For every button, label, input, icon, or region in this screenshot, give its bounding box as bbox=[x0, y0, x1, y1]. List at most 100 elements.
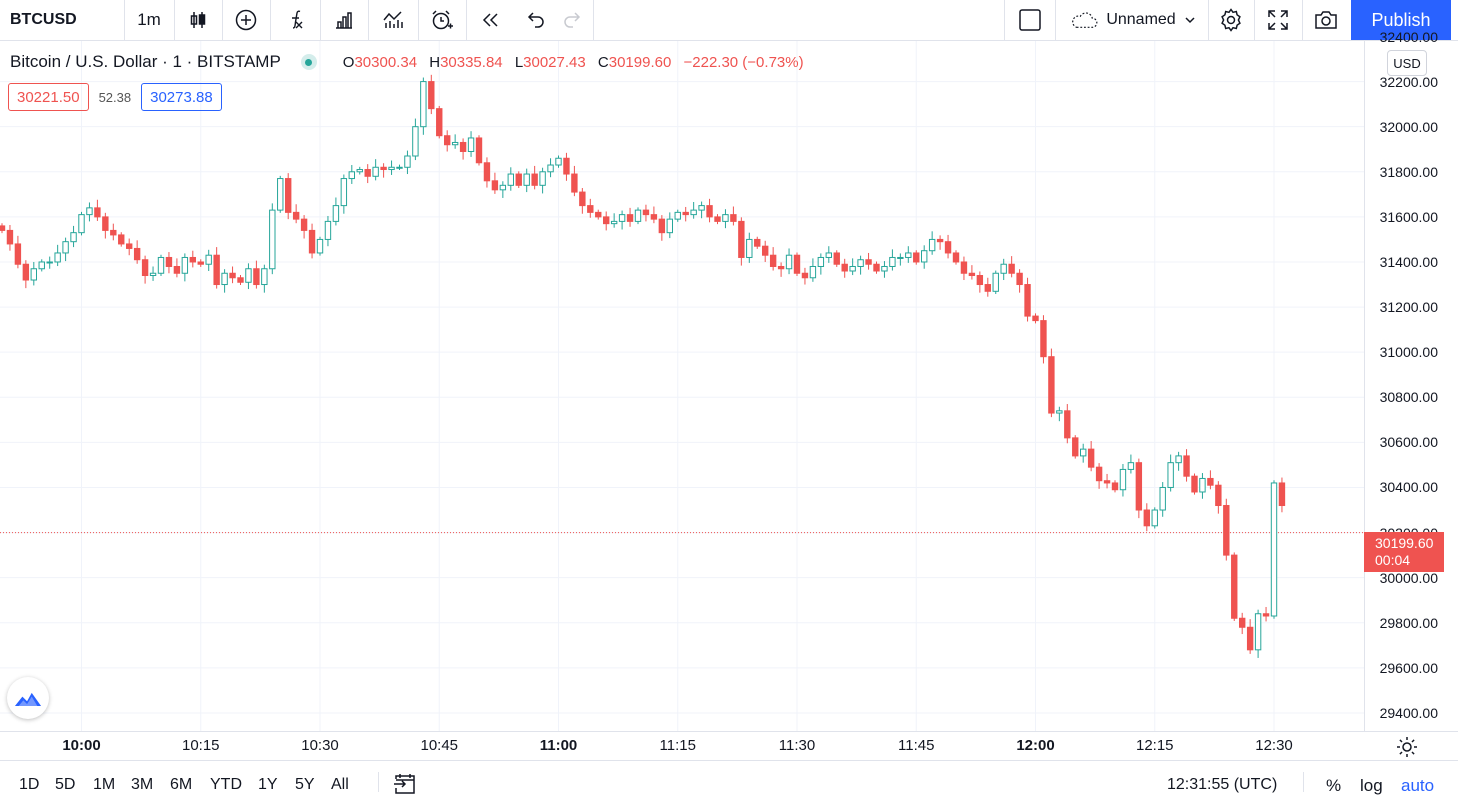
candle bbox=[809, 258, 817, 282]
candle bbox=[952, 250, 960, 265]
candle bbox=[913, 250, 920, 265]
sell-button[interactable]: 30221.50 bbox=[8, 83, 89, 111]
layout-menu-button[interactable]: Unnamed bbox=[1056, 0, 1208, 40]
alert-button[interactable] bbox=[418, 0, 466, 40]
price-chart[interactable] bbox=[0, 41, 1364, 731]
candle-body bbox=[30, 268, 38, 281]
candle bbox=[769, 247, 777, 271]
range-6m-button[interactable]: 6M bbox=[170, 776, 193, 793]
symbol-legend[interactable]: Bitcoin / U.S. Dollar · 1 · BITSTAMP O30… bbox=[10, 52, 804, 72]
undo-button[interactable] bbox=[514, 0, 558, 40]
range-ytd-button[interactable]: YTD bbox=[210, 776, 242, 793]
indicators-button[interactable] bbox=[270, 0, 320, 40]
percent-scale-button[interactable]: % bbox=[1326, 776, 1342, 795]
candle-body bbox=[1278, 482, 1286, 507]
candle-body bbox=[547, 164, 554, 173]
calendar-goto-icon[interactable] bbox=[393, 773, 417, 795]
range-1y-button[interactable]: 1Y bbox=[258, 776, 278, 793]
candle bbox=[491, 172, 499, 194]
candle-body bbox=[809, 265, 817, 279]
candle-body bbox=[364, 169, 371, 177]
candle-body bbox=[690, 209, 697, 216]
candle bbox=[944, 234, 952, 259]
tradingview-logo[interactable] bbox=[7, 677, 49, 719]
candle-body bbox=[380, 166, 387, 171]
toolbar-divider bbox=[320, 0, 321, 40]
log-scale-button[interactable]: log bbox=[1360, 776, 1383, 795]
price-tick-label: 30000.00 bbox=[1379, 569, 1438, 586]
candle bbox=[126, 238, 133, 256]
candle bbox=[1087, 441, 1095, 472]
snapshot-button[interactable] bbox=[1302, 0, 1350, 40]
candle-body bbox=[14, 243, 22, 265]
candle bbox=[30, 261, 38, 286]
range-5d-button[interactable]: 5D bbox=[55, 776, 76, 793]
settings-button[interactable] bbox=[1208, 0, 1254, 40]
candle-body bbox=[1024, 284, 1031, 317]
gear-icon[interactable] bbox=[1395, 735, 1419, 759]
candle-body bbox=[285, 178, 292, 213]
candle bbox=[603, 211, 610, 231]
candle bbox=[1056, 406, 1063, 422]
currency-button[interactable]: USD bbox=[1387, 50, 1427, 76]
utc-clock[interactable]: 12:31:55 (UTC) bbox=[1167, 776, 1278, 793]
candle bbox=[404, 150, 411, 175]
range-all-button[interactable]: All bbox=[331, 776, 349, 793]
open-value: 30300.34 bbox=[354, 53, 418, 71]
time-tick-label: 11:00 bbox=[539, 737, 578, 754]
templates-button[interactable] bbox=[368, 0, 418, 40]
auto-scale-button[interactable]: auto bbox=[1401, 776, 1435, 795]
range-1m-button[interactable]: 1M bbox=[93, 776, 116, 793]
publish-button[interactable]: Publish bbox=[1351, 0, 1451, 40]
redo-button[interactable] bbox=[552, 0, 592, 40]
price-axis[interactable]: 29400.0029600.0029800.0030000.0030200.00… bbox=[1364, 29, 1458, 731]
range-5y-button[interactable]: 5Y bbox=[295, 776, 315, 793]
candle bbox=[1278, 477, 1286, 513]
candle-body bbox=[308, 229, 316, 254]
chart-style-button[interactable] bbox=[174, 0, 222, 40]
chart-pane[interactable] bbox=[0, 41, 1364, 731]
candle-body bbox=[46, 261, 53, 264]
candle bbox=[1199, 473, 1206, 499]
interval-button[interactable]: 1m bbox=[137, 10, 161, 29]
alarm-icon bbox=[432, 10, 453, 30]
candle bbox=[571, 165, 578, 197]
candle bbox=[269, 203, 276, 275]
candle-body bbox=[833, 252, 840, 265]
candle bbox=[420, 77, 427, 135]
market-status-icon[interactable] bbox=[300, 54, 317, 70]
select-layout-button[interactable] bbox=[1004, 0, 1056, 40]
last-price-label: 30199.60 00:04 bbox=[1364, 532, 1444, 572]
buy-button[interactable]: 30273.88 bbox=[141, 83, 222, 111]
candle-body bbox=[666, 218, 673, 234]
candle bbox=[984, 277, 991, 297]
replay-button[interactable] bbox=[466, 0, 514, 40]
candle-body bbox=[1103, 480, 1111, 484]
candle bbox=[928, 231, 936, 255]
candle bbox=[698, 201, 705, 219]
candle bbox=[921, 245, 928, 269]
candle bbox=[801, 267, 809, 285]
candle-body bbox=[332, 205, 340, 222]
candle bbox=[1048, 348, 1055, 418]
compare-button[interactable] bbox=[222, 0, 270, 40]
candle-body bbox=[913, 252, 920, 263]
range-3m-button[interactable]: 3M bbox=[131, 776, 154, 793]
candle-body bbox=[618, 214, 626, 222]
candle bbox=[960, 256, 968, 281]
candles-icon bbox=[190, 12, 206, 28]
candle-body bbox=[507, 173, 515, 186]
fullscreen-button[interactable] bbox=[1254, 0, 1302, 40]
candle-body bbox=[1111, 482, 1119, 491]
symbol-search[interactable]: BTCUSD bbox=[10, 11, 77, 28]
financials-button[interactable] bbox=[320, 0, 368, 40]
time-axis[interactable]: 10:00 10:15 10:30 10:45 11:00 11:15 11:30 11:45… bbox=[0, 731, 1458, 761]
low-value: 30027.43 bbox=[523, 53, 586, 71]
last-price-value: 30199.60 bbox=[1375, 535, 1434, 551]
time-tick-label: 12:30 bbox=[1255, 737, 1293, 754]
range-1d-button[interactable]: 1D bbox=[19, 776, 40, 793]
candle-body bbox=[475, 137, 483, 164]
candle-body bbox=[205, 254, 212, 265]
candle-body bbox=[952, 252, 960, 263]
candle bbox=[141, 255, 149, 284]
